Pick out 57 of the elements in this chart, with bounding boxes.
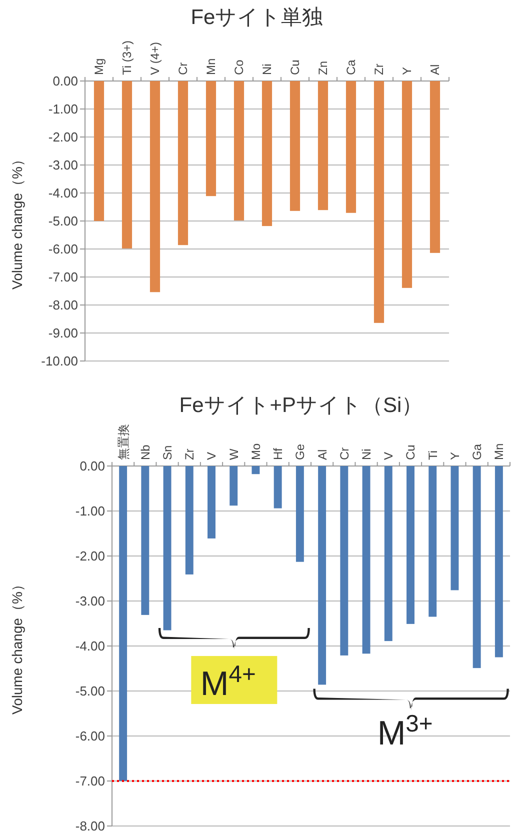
x-tick-label: Ga: [470, 444, 484, 460]
y-tick-label: -1.00: [75, 504, 105, 519]
x-tick-label: Cu: [288, 60, 302, 75]
x-tick-label: Ti: [426, 450, 440, 460]
x-tick-label: Cr: [337, 447, 352, 460]
x-tick-label: Ca: [344, 59, 358, 75]
x-tick-label: Y: [448, 452, 462, 460]
x-tick-label: Hf: [271, 447, 286, 460]
x-tick-label: Ge: [293, 444, 308, 460]
y-tick-label: -7.00: [48, 270, 78, 285]
y-axis-title: Volume change（%）: [9, 152, 25, 290]
x-tick-label: Mo: [248, 443, 263, 460]
y-tick-label: -6.00: [48, 242, 78, 257]
x-tick-label: Zn: [316, 60, 330, 75]
y-tick-label: 0.00: [52, 74, 78, 89]
x-tick-label: Zr: [182, 448, 197, 460]
x-tick-label: Ni: [260, 64, 274, 75]
y-tick-label: -4.00: [48, 186, 78, 201]
chart-title: Feサイト+Pサイト（Si）: [179, 394, 423, 417]
x-tick-label: Ti (3+): [120, 40, 134, 75]
y-axis-title: Volume change（%）: [9, 578, 25, 714]
x-tick-label: Ni: [359, 448, 374, 460]
x-tick-label: Sn: [160, 445, 174, 460]
annotation: M$^{3+}$: [377, 710, 433, 752]
x-tick-label: Mn: [204, 58, 218, 75]
y-tick-label: 0.00: [80, 458, 105, 474]
y-tick-label: -6.00: [75, 728, 105, 744]
chart-title: Feサイト単独: [190, 6, 324, 29]
x-tick-label: Cu: [404, 444, 418, 460]
x-tick-label: V (4+): [148, 42, 162, 75]
x-tick-label: Nb: [138, 444, 152, 460]
x-tick-label: Cr: [176, 62, 190, 75]
x-tick-label: Mn: [492, 443, 506, 460]
y-tick-label: -3.00: [48, 158, 78, 173]
x-tick-label: Al: [428, 64, 442, 75]
x-tick-label: 無置換: [116, 424, 130, 460]
annotation: M$^{4+}$: [200, 660, 256, 703]
x-tick-label: V: [382, 452, 396, 460]
y-tick-label: -8.00: [48, 298, 78, 313]
y-tick-label: -5.00: [75, 684, 105, 699]
y-tick-label: -1.00: [48, 102, 78, 117]
x-tick-label: W: [226, 448, 241, 460]
y-tick-label: -2.00: [75, 548, 105, 564]
y-tick-label: -7.00: [75, 774, 105, 789]
x-tick-label: V: [204, 452, 219, 460]
x-tick-label: Mg: [92, 58, 106, 75]
x-tick-label: Y: [400, 66, 414, 75]
x-tick-label: Zr: [372, 64, 386, 75]
y-tick-label: -10.00: [41, 354, 78, 369]
y-tick-label: -8.00: [75, 818, 105, 834]
x-tick-label: Al: [315, 449, 330, 460]
y-tick-label: -2.00: [48, 130, 78, 145]
y-tick-label: -5.00: [48, 214, 78, 229]
y-tick-label: -3.00: [75, 594, 105, 609]
y-tick-label: -9.00: [48, 326, 78, 341]
y-tick-label: -4.00: [75, 638, 105, 654]
x-tick-label: Co: [232, 59, 246, 75]
